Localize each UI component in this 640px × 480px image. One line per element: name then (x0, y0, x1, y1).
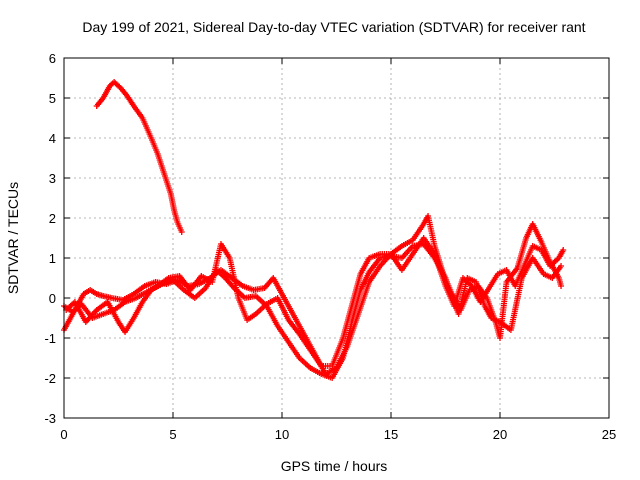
chart-title: Day 199 of 2021, Sidereal Day-to-day VTE… (82, 19, 585, 35)
x-tick-label: 25 (602, 427, 616, 442)
x-tick-label: 5 (169, 427, 176, 442)
y-tick-label: -3 (44, 411, 56, 426)
axis-ticks: 0 5 10 15 20 25 -3 -2 -1 0 1 2 3 4 5 6 (44, 51, 616, 442)
y-tick-label: -1 (44, 331, 56, 346)
x-tick-label: 20 (493, 427, 507, 442)
plot-frame (63, 57, 610, 419)
track-4-point (560, 247, 567, 253)
y-tick-label: -2 (44, 371, 56, 386)
grid (64, 58, 609, 418)
x-tick-label: 15 (384, 427, 398, 442)
y-tick-label: 3 (49, 171, 56, 186)
y-tick-label: 2 (49, 211, 56, 226)
y-tick-label: 1 (49, 251, 56, 266)
y-tick-label: 0 (49, 291, 56, 306)
track-1-point (178, 229, 185, 235)
x-tick-label: 0 (60, 427, 67, 442)
track-3-point (558, 263, 565, 269)
y-tick-label: 4 (49, 131, 56, 146)
data-points (61, 79, 567, 381)
track-2-point (558, 283, 565, 289)
x-axis-label: GPS time / hours (281, 458, 388, 474)
y-tick-label: 5 (49, 91, 56, 106)
x-tick-label: 10 (275, 427, 289, 442)
y-axis-label: SDTVAR / TECUs (5, 182, 21, 294)
y-tick-label: 6 (49, 51, 56, 66)
